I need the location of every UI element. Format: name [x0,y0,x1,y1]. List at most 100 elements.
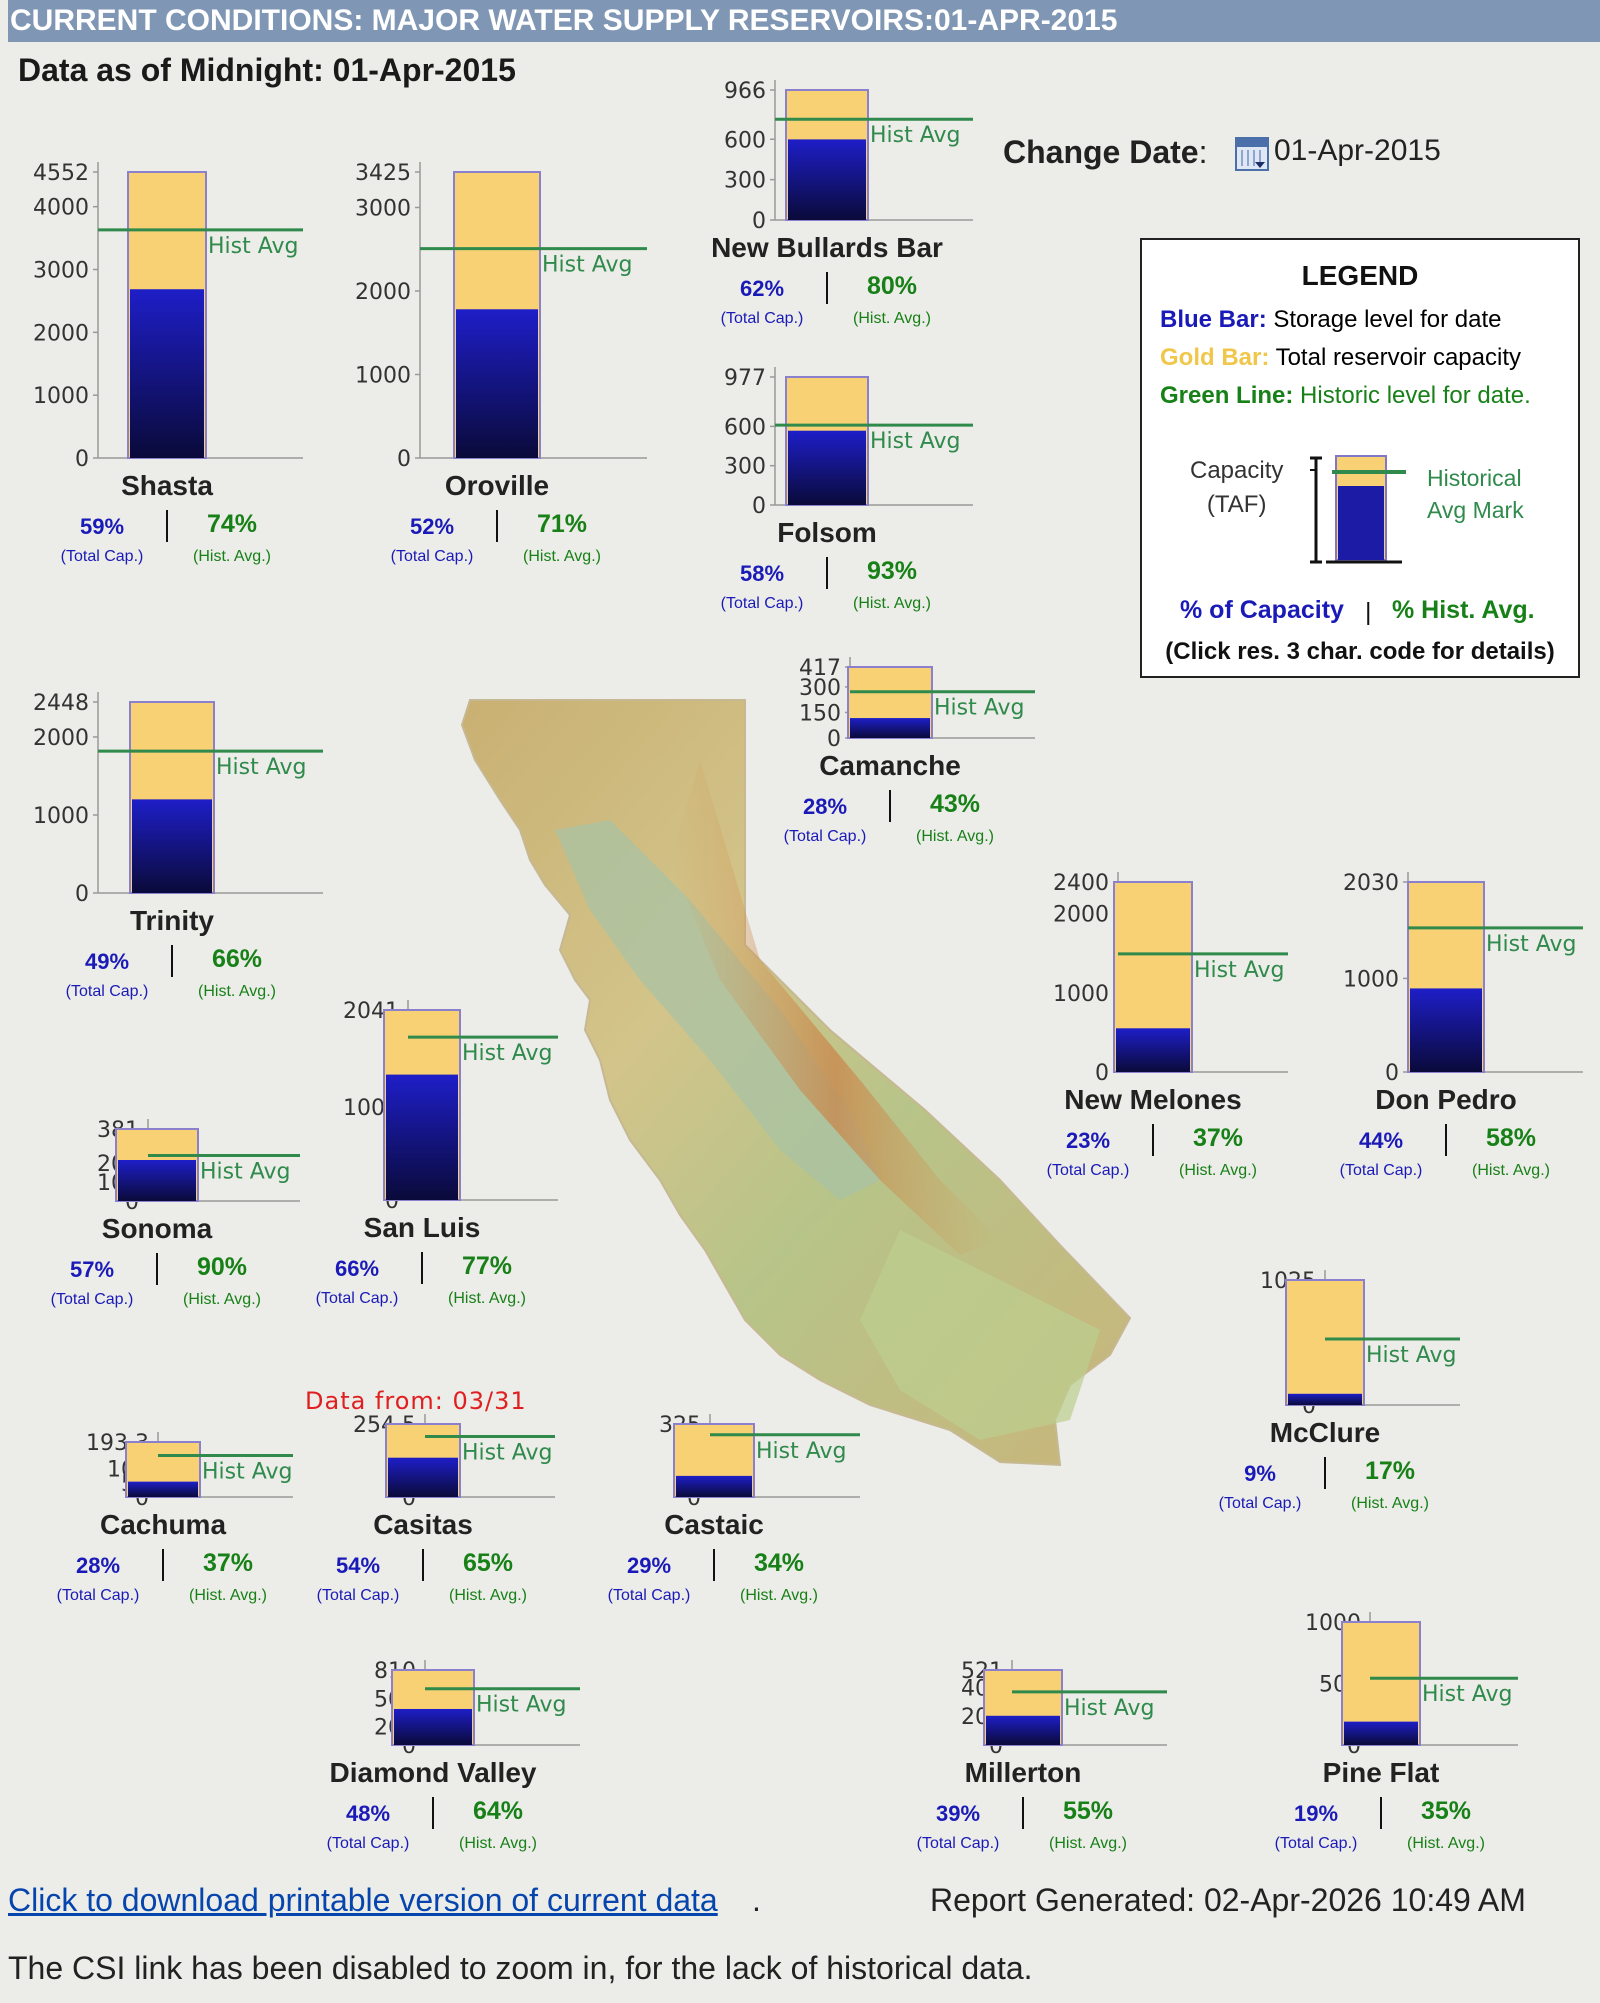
legend-capacity-label: Capacity (TAF) [1190,457,1284,518]
pct-hist-avg: 43% [929,790,981,818]
pct-hist-avg: 90% [196,1253,248,1281]
pct-separator [156,1253,158,1285]
pct-separator [1380,1797,1382,1829]
pct-capacity: 59% [79,514,125,539]
pct-separator [1445,1124,1447,1156]
total-cap-caption: (Total Cap.) [1046,1162,1130,1179]
pct-capacity: 52% [409,514,455,539]
pct-capacity: 19% [1293,1801,1339,1826]
pct-separator [826,272,828,304]
pct-hist-avg: 77% [461,1252,513,1280]
pct-separator [496,510,498,542]
hist-avg-caption: (Hist. Avg.) [1407,1835,1485,1852]
pct-separator [432,1797,434,1829]
legend-hist-label: Historical Avg Mark [1427,465,1524,523]
pct-separator [162,1549,164,1581]
pct-capacity: 49% [84,949,130,974]
legend-gold-row: Gold Bar: Total reservoir capacity [1160,344,1522,371]
reservoir-name: Trinity [129,905,214,936]
total-cap-caption: (Total Cap.) [720,595,804,612]
pct-separator [1022,1797,1024,1829]
sierra-nevada [670,760,1000,1255]
total-cap-caption: (Total Cap.) [1218,1495,1302,1512]
hist-avg-caption: (Hist. Avg.) [853,310,931,327]
hist-avg-caption: (Hist. Avg.) [448,1290,526,1307]
pct-capacity: 39% [935,1801,981,1826]
hist-avg-caption: (Hist. Avg.) [189,1587,267,1604]
pct-hist-avg: 17% [1364,1457,1416,1485]
pct-capacity: 9% [1244,1461,1276,1486]
total-cap-caption: (Total Cap.) [326,1835,410,1852]
total-cap-caption: (Total Cap.) [607,1587,691,1604]
pct-capacity: 54% [335,1553,381,1578]
pct-hist-avg: 74% [206,510,258,538]
legend-pct-hist: % Hist. Avg. [1392,596,1535,624]
hist-avg-caption: (Hist. Avg.) [1472,1162,1550,1179]
hist-avg-caption: (Hist. Avg.) [183,1291,261,1308]
pct-capacity: 66% [334,1256,380,1281]
total-cap-caption: (Total Cap.) [316,1587,400,1604]
pct-hist-avg: 65% [462,1549,514,1577]
total-cap-caption: (Total Cap.) [720,310,804,327]
reservoir-name: Folsom [777,517,877,548]
hist-avg-caption: (Hist. Avg.) [523,548,601,565]
pct-hist-avg: 37% [202,1549,254,1577]
total-cap-caption: (Total Cap.) [1339,1162,1423,1179]
calendar-icon[interactable] [1235,137,1269,171]
pct-hist-avg: 55% [1062,1797,1114,1825]
reservoir-name: Millerton [964,1757,1082,1788]
hist-avg-caption: (Hist. Avg.) [198,983,276,1000]
pct-capacity: 57% [69,1257,115,1282]
hist-avg-caption: (Hist. Avg.) [449,1587,527,1604]
pct-capacity: 48% [345,1801,391,1826]
page-title: CURRENT CONDITIONS: MAJOR WATER SUPPLY R… [8,0,1600,42]
legend-box: LEGEND Blue Bar: Storage level for date … [1140,238,1580,678]
hist-avg-caption: (Hist. Avg.) [916,828,994,845]
pct-separator [1152,1124,1154,1156]
hist-avg-caption: (Hist. Avg.) [459,1835,537,1852]
reservoir-name: Shasta [121,470,213,501]
reservoir-name: Camanche [819,750,961,781]
pct-capacity: 28% [75,1553,121,1578]
reservoir-name: San Luis [363,1212,481,1243]
legend-separator: | [1365,598,1372,626]
total-cap-caption: (Total Cap.) [783,828,867,845]
pct-separator [713,1549,715,1581]
total-cap-caption: (Total Cap.) [916,1835,1000,1852]
legend-green-row: Green Line: Historic level for date. [1160,382,1531,409]
pct-separator [1324,1457,1326,1489]
hist-avg-caption: (Hist. Avg.) [193,548,271,565]
pct-hist-avg: 34% [753,1549,805,1577]
data-as-of: Data as of Midnight: 01-Apr-2015 [18,52,516,88]
pct-capacity: 28% [802,794,848,819]
total-cap-caption: (Total Cap.) [315,1290,399,1307]
legend-title: LEGEND [1301,260,1419,291]
hist-avg-caption: (Hist. Avg.) [1351,1495,1429,1512]
reservoir-name: New Bullards Bar [711,232,943,263]
change-date-label: Change Date: [1003,134,1208,170]
pct-separator [422,1549,424,1581]
reservoir-name: Cachuma [99,1509,227,1540]
pct-hist-avg: 37% [1192,1124,1244,1152]
download-link[interactable]: Click to download printable version of c… [8,1882,718,1918]
pct-hist-avg: 58% [1485,1124,1537,1152]
pct-separator [826,557,828,589]
total-cap-caption: (Total Cap.) [65,983,149,1000]
pct-separator [171,945,173,977]
pct-separator [421,1252,423,1284]
reservoir-name: McClure [1269,1417,1381,1448]
hist-avg-caption: (Hist. Avg.) [853,595,931,612]
csi-note: The CSI link has been disabled to zoom i… [8,1950,1033,1986]
total-cap-caption: (Total Cap.) [60,548,144,565]
reservoir-name: Don Pedro [1375,1084,1517,1115]
pct-hist-avg: 93% [866,557,918,585]
pct-capacity: 58% [739,561,785,586]
hist-avg-caption: (Hist. Avg.) [740,1587,818,1604]
change-date-value[interactable]: 01-Apr-2015 [1274,134,1441,167]
desert-region [860,1230,1100,1440]
legend-click-note: (Click res. 3 char. code for details) [1165,638,1555,665]
central-valley [555,820,880,1200]
pct-separator [889,790,891,822]
total-cap-caption: (Total Cap.) [56,1587,140,1604]
